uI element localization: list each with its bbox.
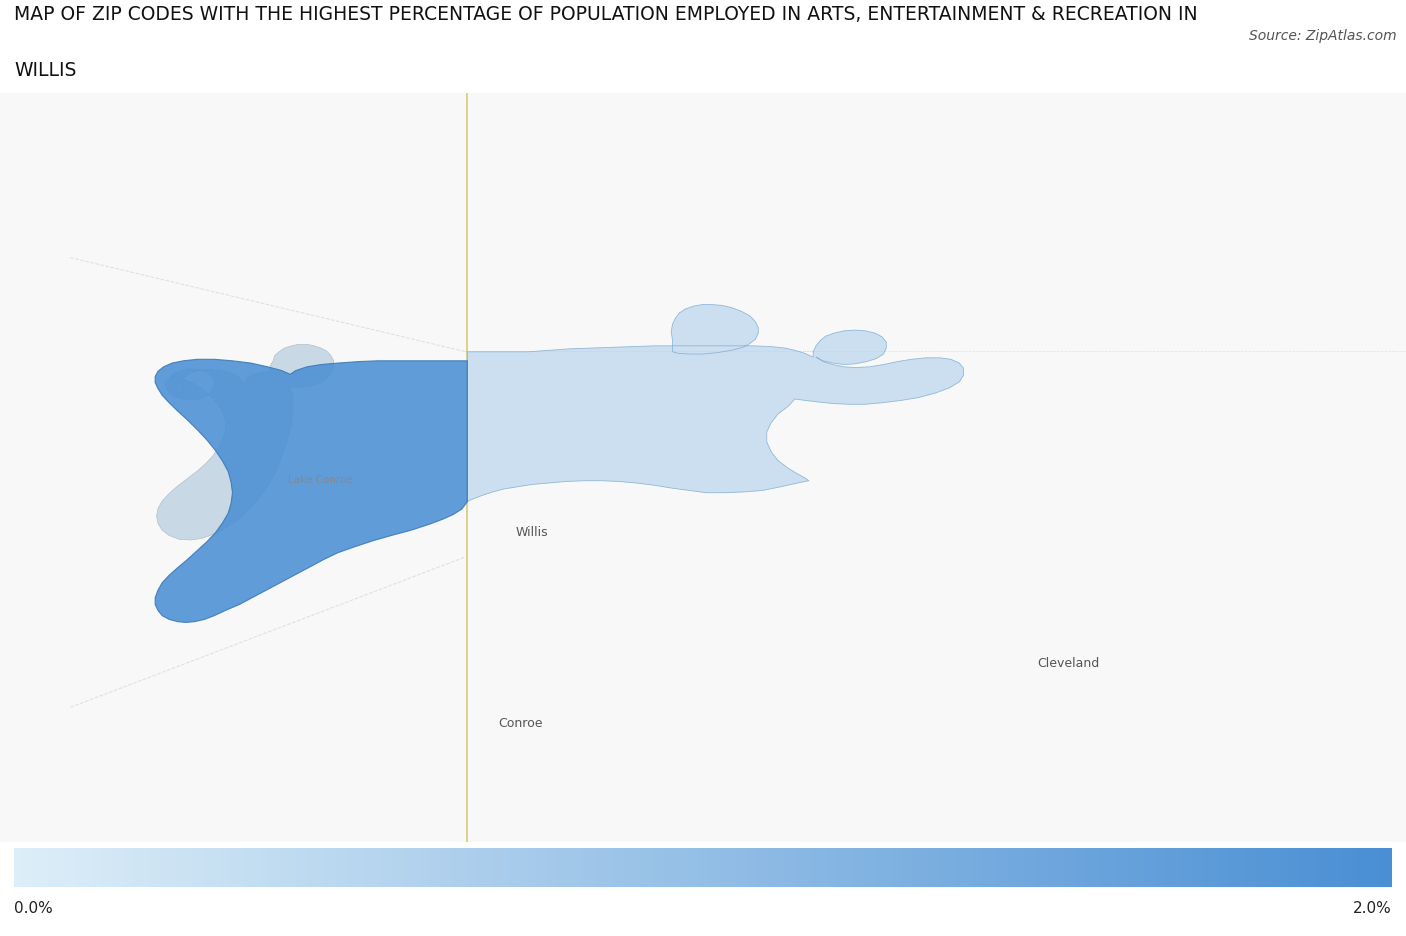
Text: Conroe: Conroe bbox=[498, 716, 543, 729]
Text: Source: ZipAtlas.com: Source: ZipAtlas.com bbox=[1249, 29, 1396, 42]
Text: 0.0%: 0.0% bbox=[14, 900, 53, 915]
Text: Willis: Willis bbox=[515, 525, 548, 538]
Text: 2.0%: 2.0% bbox=[1353, 900, 1392, 915]
Text: MAP OF ZIP CODES WITH THE HIGHEST PERCENTAGE OF POPULATION EMPLOYED IN ARTS, ENT: MAP OF ZIP CODES WITH THE HIGHEST PERCEN… bbox=[14, 5, 1198, 23]
Text: Lake Conroe: Lake Conroe bbox=[288, 475, 353, 484]
Text: WILLIS: WILLIS bbox=[14, 61, 76, 80]
Text: Cleveland: Cleveland bbox=[1038, 656, 1099, 669]
